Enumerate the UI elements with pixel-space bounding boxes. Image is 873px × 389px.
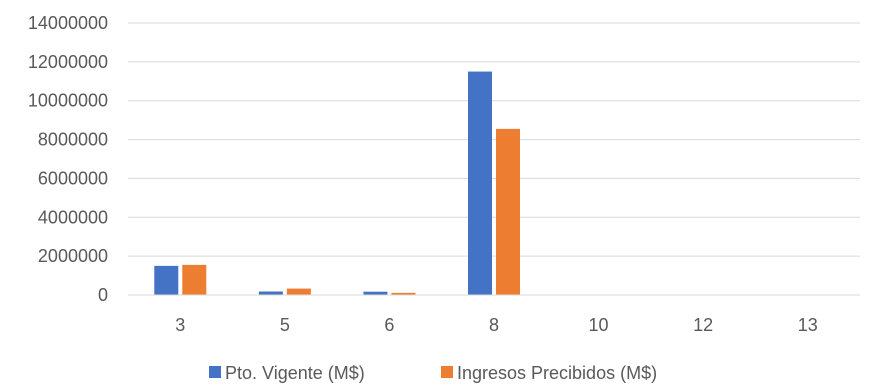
bar-series-0-cat-8 [468,71,492,295]
y-tick-label: 4000000 [38,207,108,227]
y-tick-label: 6000000 [38,168,108,188]
bar-series-0-cat-3 [154,265,179,295]
bar-series-1-cat-5 [286,288,311,295]
legend-label-0: Pto. Vigente (M$) [225,363,365,383]
y-tick-label: 2000000 [38,246,108,266]
bar-series-1-cat-6 [391,292,416,295]
x-tick-label: 3 [175,315,185,335]
legend-label-1: Ingresos Precibidos (M$) [457,363,657,383]
bar-series-1-cat-3 [182,264,207,295]
y-tick-label: 10000000 [28,91,108,111]
bar-series-0-cat-6 [363,291,388,295]
x-tick-label: 12 [693,315,713,335]
x-tick-label: 10 [589,315,609,335]
y-tick-label: 0 [98,285,108,305]
x-tick-label: 5 [280,315,290,335]
y-tick-label: 8000000 [38,130,108,150]
x-tick-label: 13 [798,315,818,335]
y-axis-ticks: 0 2000000 4000000 6000000 8000000 10000000 120… [28,13,108,305]
legend: Pto. Vigente (M$) Ingresos Precibidos (M$… [209,363,657,383]
y-tick-label: 14000000 [28,13,108,33]
gridlines [128,22,860,296]
bar-series-1-cat-8 [496,128,520,295]
legend-swatch-0 [209,366,221,378]
x-tick-label: 6 [384,315,394,335]
legend-swatch-1 [441,366,453,378]
bars [154,71,520,295]
x-tick-label: 8 [489,315,499,335]
x-axis-ticks: 3 5 6 8 10 12 13 [128,294,860,335]
bar-series-0-cat-5 [258,291,283,295]
y-tick-label: 12000000 [28,52,108,72]
